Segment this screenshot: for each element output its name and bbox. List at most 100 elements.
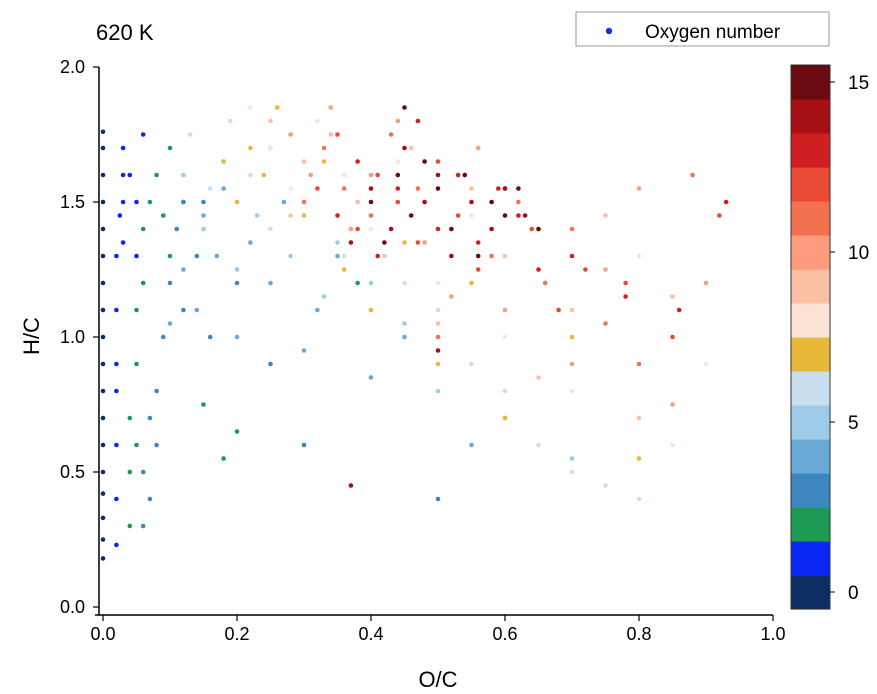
data-point (201, 226, 206, 232)
data-point (475, 267, 481, 272)
data-point (127, 415, 133, 421)
data-point (341, 267, 347, 272)
data-point (348, 240, 354, 245)
data-point (402, 145, 407, 151)
data-point (670, 294, 675, 299)
data-point (181, 172, 186, 178)
data-point (315, 118, 320, 124)
data-point (114, 388, 119, 394)
data-point (288, 186, 293, 191)
data-point (248, 105, 253, 110)
data-point (321, 294, 327, 299)
data-point (268, 118, 273, 124)
data-point (395, 172, 401, 178)
data-point (234, 280, 240, 286)
colorbar-swatch (791, 337, 830, 372)
data-point (395, 186, 401, 191)
series-oxygen-14 (348, 145, 528, 488)
data-point (636, 361, 642, 367)
y-tick-label: 0.0 (60, 597, 85, 617)
data-point (127, 523, 133, 529)
data-point (348, 483, 354, 488)
data-point (415, 240, 421, 245)
data-point (502, 334, 508, 340)
series-oxygen-4 (167, 186, 474, 448)
series-oxygen-15 (368, 105, 541, 259)
data-point (402, 321, 407, 326)
data-point (100, 388, 106, 394)
data-point (248, 240, 253, 245)
x-axis-label: O/C (418, 667, 457, 692)
data-point (134, 361, 139, 367)
data-point (368, 172, 374, 178)
data-point (569, 456, 575, 461)
data-point (100, 172, 106, 178)
data-point (154, 172, 159, 178)
data-point (542, 280, 548, 286)
data-point (556, 307, 561, 313)
data-point (201, 402, 206, 407)
data-point (140, 469, 146, 475)
data-point (114, 496, 119, 502)
data-point (248, 172, 253, 178)
data-point (154, 388, 159, 394)
data-point (368, 375, 374, 380)
colorbar: 0 5 10 15 (790, 64, 869, 610)
data-point (402, 105, 407, 110)
data-point (335, 213, 340, 218)
data-point (717, 213, 722, 218)
data-point (636, 456, 642, 461)
colorbar-swatch (791, 473, 830, 508)
data-point (134, 253, 139, 259)
data-point (187, 132, 193, 137)
data-point (201, 213, 206, 218)
chart-title: 620 K (96, 20, 154, 45)
data-point (469, 361, 474, 367)
data-point (636, 415, 642, 421)
data-point (516, 213, 521, 218)
data-point (395, 159, 401, 164)
series-oxygen-13 (335, 118, 729, 313)
data-point (147, 496, 153, 502)
data-point (335, 132, 340, 137)
data-point (100, 226, 106, 232)
data-point (435, 307, 441, 313)
data-point (603, 321, 608, 326)
data-point (435, 226, 441, 232)
data-point (690, 172, 695, 178)
colorbar-frame (790, 64, 831, 610)
data-point (670, 334, 675, 340)
data-point (120, 240, 126, 245)
data-point (261, 172, 267, 178)
colorbar-swatch (791, 405, 830, 440)
data-point (462, 172, 468, 178)
data-point (301, 213, 307, 218)
data-point (475, 240, 481, 245)
data-point (315, 307, 320, 313)
data-point (408, 145, 414, 151)
data-point (100, 537, 106, 542)
data-point (221, 186, 226, 191)
data-point (228, 118, 233, 124)
data-point (455, 213, 461, 218)
data-point (100, 361, 106, 367)
data-point (422, 199, 427, 205)
y-tick-label: 1.0 (60, 327, 85, 347)
data-point (422, 240, 427, 245)
series-oxygen-5 (181, 145, 575, 461)
legend-label: Oxygen number (645, 22, 781, 43)
data-point (234, 199, 240, 205)
data-point (268, 145, 273, 151)
data-point (422, 159, 427, 164)
axes (93, 66, 774, 621)
data-point (402, 280, 407, 286)
data-point (408, 213, 414, 218)
data-point (402, 334, 407, 340)
series-oxygen-10 (288, 105, 709, 407)
data-point (489, 199, 494, 205)
x-tick-label: 1.0 (760, 624, 785, 644)
data-point (368, 186, 374, 191)
data-point (127, 172, 133, 178)
data-point (435, 496, 441, 502)
